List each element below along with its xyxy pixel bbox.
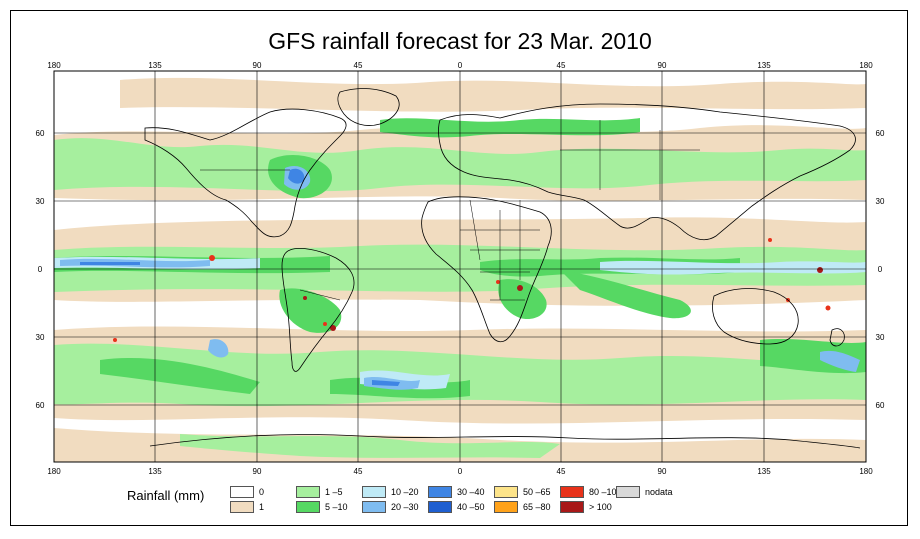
bottom-tick-label: 135: [148, 467, 162, 476]
legend-swatch: [296, 501, 320, 513]
top-tick-label: 180: [47, 61, 61, 70]
legend-swatch: [494, 501, 518, 513]
legend-swatch: [494, 486, 518, 498]
bottom-tick-label: 180: [47, 467, 61, 476]
top-tick-label: 90: [658, 61, 667, 70]
legend-swatch: [560, 486, 584, 498]
top-tick-label: 180: [859, 61, 873, 70]
eurasia-outline: [438, 103, 856, 241]
legend-swatch: [560, 501, 584, 513]
bottom-tick-label: 45: [557, 467, 566, 476]
legend-title: Rainfall (mm): [127, 488, 205, 503]
bottom-lon-ticks: 180 135 90 45 0 45 90 135 180: [47, 467, 873, 476]
south-america-outline: [281, 248, 355, 372]
bottom-tick-label: 45: [354, 467, 363, 476]
legend-label: nodata: [645, 487, 673, 497]
map-border: [53, 70, 867, 463]
left-tick-label: 30: [36, 197, 45, 206]
right-tick-label: 60: [876, 129, 885, 138]
top-tick-label: 0: [458, 61, 463, 70]
right-tick-label: 30: [876, 333, 885, 342]
left-tick-label: 60: [36, 401, 45, 410]
greenland-outline: [337, 88, 400, 126]
left-tick-label: 0: [38, 265, 43, 274]
top-tick-label: 135: [148, 61, 162, 70]
bottom-tick-label: 90: [253, 467, 262, 476]
bottom-tick-label: 135: [757, 467, 771, 476]
new-zealand-outline: [829, 328, 845, 347]
legend-label: 0: [259, 487, 265, 497]
right-lat-ticks: 60 30 0 30 60: [876, 129, 885, 410]
legend-swatch: [362, 501, 386, 513]
legend-swatch: [230, 501, 254, 513]
left-lat-ticks: 60 30 0 30 60: [36, 129, 45, 410]
right-tick-label: 60: [876, 401, 885, 410]
legend-swatch: [616, 486, 640, 498]
rain-heavy-spots: [113, 238, 831, 342]
legend-swatch: [230, 486, 254, 498]
left-tick-label: 30: [36, 333, 45, 342]
bottom-tick-label: 90: [658, 467, 667, 476]
bottom-tick-label: 180: [859, 467, 873, 476]
top-tick-label: 90: [253, 61, 262, 70]
legend-label: 65 –80: [523, 502, 551, 512]
legend-swatch: [428, 486, 452, 498]
top-tick-label: 45: [354, 61, 363, 70]
legend-label: 30 –40: [457, 487, 485, 497]
australia-outline: [712, 288, 799, 345]
map-title: GFS rainfall forecast for 23 Mar. 2010: [268, 28, 652, 54]
legend-swatch: [362, 486, 386, 498]
legend-swatch: [296, 486, 320, 498]
legend-label: 1 –5: [325, 487, 343, 497]
top-tick-label: 45: [557, 61, 566, 70]
bottom-tick-label: 0: [458, 467, 463, 476]
legend-label: 80 –100: [589, 487, 622, 497]
legend-label: 40 –50: [457, 502, 485, 512]
legend-label: 20 –30: [391, 502, 419, 512]
right-tick-label: 30: [876, 197, 885, 206]
left-tick-label: 60: [36, 129, 45, 138]
right-tick-label: 0: [878, 265, 883, 274]
country-borders: [200, 120, 700, 301]
antarctica-outline: [149, 434, 861, 449]
top-tick-label: 135: [757, 61, 771, 70]
north-america-outline: [144, 108, 347, 238]
africa-outline: [421, 196, 552, 343]
legend-swatch: [428, 501, 452, 513]
legend-label: 5 –10: [325, 502, 348, 512]
legend-label: 10 –20: [391, 487, 419, 497]
figure-frame: [10, 10, 908, 526]
legend-label: > 100: [589, 502, 612, 512]
legend-label: 1: [259, 502, 265, 512]
legend-label: 50 –65: [523, 487, 551, 497]
graticule: [54, 71, 866, 462]
coastlines: [144, 88, 861, 449]
rain-30-50mm-areas: [80, 168, 400, 386]
top-lon-ticks: 180 135 90 45 0 45 90 135 180: [47, 61, 873, 70]
